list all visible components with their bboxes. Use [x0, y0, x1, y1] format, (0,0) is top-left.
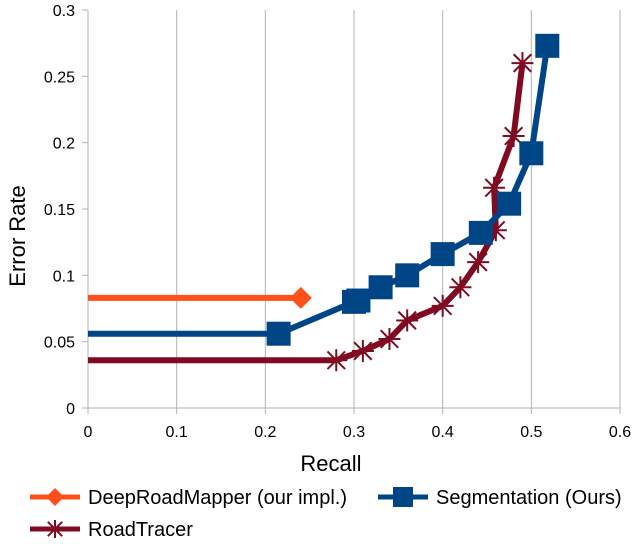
x-tick-label: 0.6	[609, 424, 631, 441]
data-point	[378, 328, 401, 351]
plot-area	[88, 33, 560, 372]
marker-stroke	[353, 341, 373, 361]
grid	[176, 10, 621, 408]
x-tick-label: 0.1	[166, 424, 188, 441]
marker-stroke	[326, 350, 346, 370]
legend-label: Segmentation (Ours)	[436, 487, 622, 509]
x-tick-label: 0.4	[432, 424, 454, 441]
legend-item: RoadTracer	[30, 519, 193, 541]
marker-stroke	[379, 329, 399, 349]
data-point	[519, 141, 544, 166]
data-point	[468, 220, 493, 245]
data-point	[467, 251, 490, 274]
legend-marker	[46, 520, 64, 538]
data-point	[351, 339, 374, 362]
data-point	[431, 294, 454, 317]
x-tick-label: 0	[84, 424, 93, 441]
legend-marker	[393, 487, 413, 507]
data-point	[368, 275, 393, 300]
marker-stroke	[397, 310, 417, 330]
y-tick-label: 0.2	[53, 136, 75, 153]
legend: DeepRoadMapper (our impl.) RoadTracer Segm…	[30, 487, 622, 541]
x-tick-label: 0.5	[520, 424, 542, 441]
legend-label: DeepRoadMapper (our impl.)	[88, 487, 347, 509]
marker-stroke	[504, 126, 524, 146]
series-diamond	[88, 286, 312, 309]
y-axis-title: Error Rate	[5, 185, 30, 286]
y-tick-label: 0.05	[44, 335, 75, 352]
y-tick-label: 0.3	[53, 3, 75, 20]
data-point	[430, 242, 455, 267]
data-point	[535, 33, 560, 58]
data-point	[497, 191, 522, 216]
x-tick-label: 0.3	[343, 424, 365, 441]
series-line	[88, 62, 526, 364]
data-point	[395, 263, 420, 288]
data-point	[511, 52, 534, 75]
data-point	[449, 276, 472, 299]
legend-label: RoadTracer	[88, 519, 193, 541]
tick-labels: 0 0.05 0.1 0.15 0.2 0.25 0.3 0 0.1 0.2 0.3 0.4 0.5 0.…	[44, 3, 631, 441]
legend-item: Segmentation (Ours)	[378, 487, 622, 509]
marker-stroke	[512, 53, 532, 73]
data-point	[346, 288, 371, 313]
marker-stroke	[450, 277, 470, 297]
series-asterisk	[88, 52, 534, 372]
x-tick-label: 0.2	[254, 424, 276, 441]
series-square	[88, 33, 560, 346]
legend-item: DeepRoadMapper (our impl.)	[30, 487, 347, 509]
data-point	[396, 309, 419, 332]
data-point	[266, 321, 291, 346]
marker-stroke	[468, 252, 488, 272]
marker-stroke	[484, 178, 504, 198]
y-tick-label: 0.25	[44, 69, 75, 86]
marker-stroke	[47, 521, 63, 537]
marker-stroke	[433, 296, 453, 316]
x-axis-title: Recall	[300, 451, 361, 476]
series-line	[88, 45, 551, 337]
y-tick-label: 0.1	[53, 268, 75, 285]
data-point	[289, 286, 312, 309]
y-tick-label: 0	[66, 401, 75, 418]
axes	[82, 9, 621, 414]
data-point	[325, 349, 348, 372]
legend-marker	[46, 488, 64, 506]
y-tick-label: 0.15	[44, 202, 75, 219]
